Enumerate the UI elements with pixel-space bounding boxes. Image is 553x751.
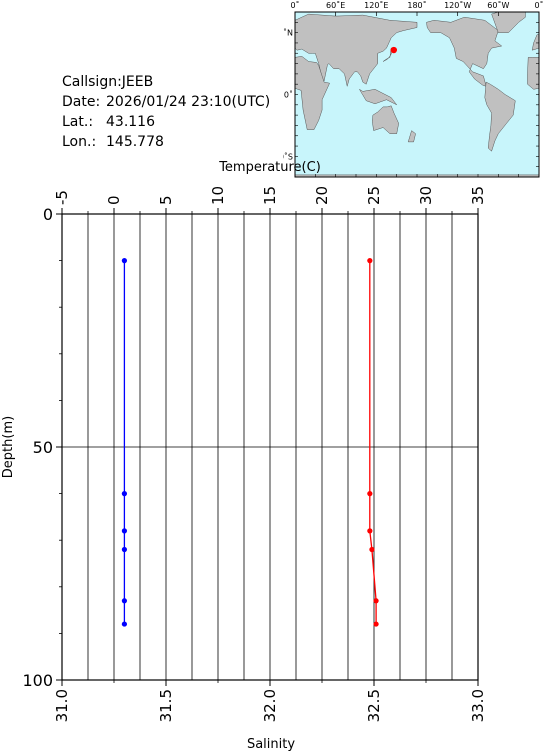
top-axis-tick-label: 30 [417,186,435,205]
top-axis-tick-label: 20 [313,186,331,205]
left-axis-tick-label: 50 [33,438,53,457]
left-axis-label: Depth(m) [1,416,16,478]
top-axis-tick-label: 10 [209,186,227,205]
map-land [426,16,503,87]
callsign-label: Callsign: [62,74,122,90]
data-point-temperature [121,598,127,604]
map-lat-label: 60˚N [283,28,293,38]
left-axis-tick-label: 100 [22,671,53,690]
top-axis-tick-label: 35 [469,186,487,205]
map-land [484,81,516,152]
station-marker [390,46,398,54]
data-point-salinity [367,528,373,534]
data-point-salinity [367,491,373,497]
top-axis-label: Temperature(C) [218,160,321,175]
data-point-salinity [373,621,379,627]
map-land [372,105,399,134]
map-land [527,57,540,90]
map-lon-label: 60˚W [487,0,509,10]
map-lon-label: 0˚ [534,0,543,10]
lat-row: Lat.: 43.116 [62,112,270,132]
series-line-salinity [369,260,377,625]
date-row: Date: 2026/01/24 23:10(UTC) [62,92,270,112]
data-point-salinity [369,546,375,553]
callsign-value: JEEB [121,74,154,90]
map-lon-label: 180˚ [407,0,426,10]
date-label: Date: [62,94,101,110]
bottom-axis-tick-label: 31.0 [53,689,71,722]
lon-value: 145.778 [106,134,164,150]
map-lon-label: 120˚W [444,0,471,10]
data-point-temperature [121,546,127,553]
data-point-temperature [121,258,127,264]
map-lon-label: 60˚E [326,0,345,10]
world-map: 0˚ 60˚E 120˚E 180˚ 120˚W 60˚W 0˚ 60˚N 0˚ 60˚S [273,0,553,180]
date-value: 2026/01/24 23:10(UTC) [106,94,271,110]
top-axis-tick-label: -5 [53,190,71,205]
map-lat-label: 0˚ [284,90,293,100]
lat-value: 43.116 [106,114,155,130]
bottom-axis-label: Salinity [247,737,295,751]
left-axis-tick-label: 0 [43,205,53,224]
map-land [294,56,330,130]
top-axis-tick-label: 25 [365,186,383,205]
map-lon-label: 120˚E [364,0,388,10]
bottom-axis-tick-label: 31.5 [157,689,175,722]
data-point-temperature [121,491,127,497]
data-point-temperature [121,621,127,627]
map-lon-label: 0˚ [290,0,299,10]
data-point-salinity [367,258,373,264]
data-point-salinity [373,598,379,604]
bottom-axis-tick-label: 33.0 [469,689,487,722]
top-axis-tick-label: 5 [157,195,175,205]
station-info: Callsign:JEEB Date: 2026/01/24 23:10(UTC)… [62,72,270,152]
callsign-row: Callsign:JEEB [62,72,270,92]
map-land [382,47,394,62]
map-land [407,130,416,143]
map-land [359,89,397,106]
lon-label: Lon.: [62,134,97,150]
map-lat-label: 60˚S [283,151,293,161]
top-axis-tick-label: 15 [261,186,279,205]
top-axis-tick-label: 0 [105,195,123,205]
bottom-axis-tick-label: 32.0 [261,689,279,722]
lat-label: Lat.: [62,114,94,130]
data-point-temperature [121,528,127,534]
bottom-axis-tick-label: 32.5 [365,689,383,722]
map-land [294,13,418,87]
map-land [491,11,526,33]
world-map-svg: 0˚ 60˚E 120˚E 180˚ 120˚W 60˚W 0˚ 60˚N 0˚ 60˚S [273,0,544,178]
lon-row: Lon.: 145.778 [62,132,270,152]
